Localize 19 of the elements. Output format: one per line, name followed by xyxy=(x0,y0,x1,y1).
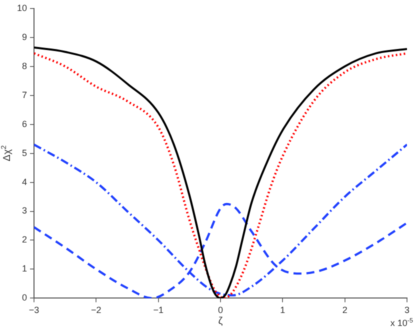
y-tick-label: 1 xyxy=(22,264,28,274)
y-tick-label: 5 xyxy=(22,148,28,158)
x-axis-title: ζ xyxy=(218,316,224,328)
x-tick-label: −1 xyxy=(153,305,164,316)
x-tick-label: 2 xyxy=(342,305,348,316)
y-tick-label: 8 xyxy=(22,60,28,71)
y-tick-label: 7 xyxy=(22,90,28,100)
x-tick-label: 3 xyxy=(404,305,410,316)
x-tick-label: 1 xyxy=(280,305,286,316)
y-tick-label: 4 xyxy=(22,176,28,187)
x-tick-label: 0 xyxy=(218,305,224,316)
y-tick-label: 2 xyxy=(22,234,28,245)
y-tick-label: 9 xyxy=(22,32,28,42)
y-tick-label: 0 xyxy=(22,292,28,303)
y-tick-label: 3 xyxy=(22,206,28,216)
y-tick-label: 10 xyxy=(16,2,28,13)
x-tick-label: −2 xyxy=(91,305,102,316)
x-tick-label: −3 xyxy=(28,305,40,316)
y-tick-label: 6 xyxy=(22,118,28,129)
